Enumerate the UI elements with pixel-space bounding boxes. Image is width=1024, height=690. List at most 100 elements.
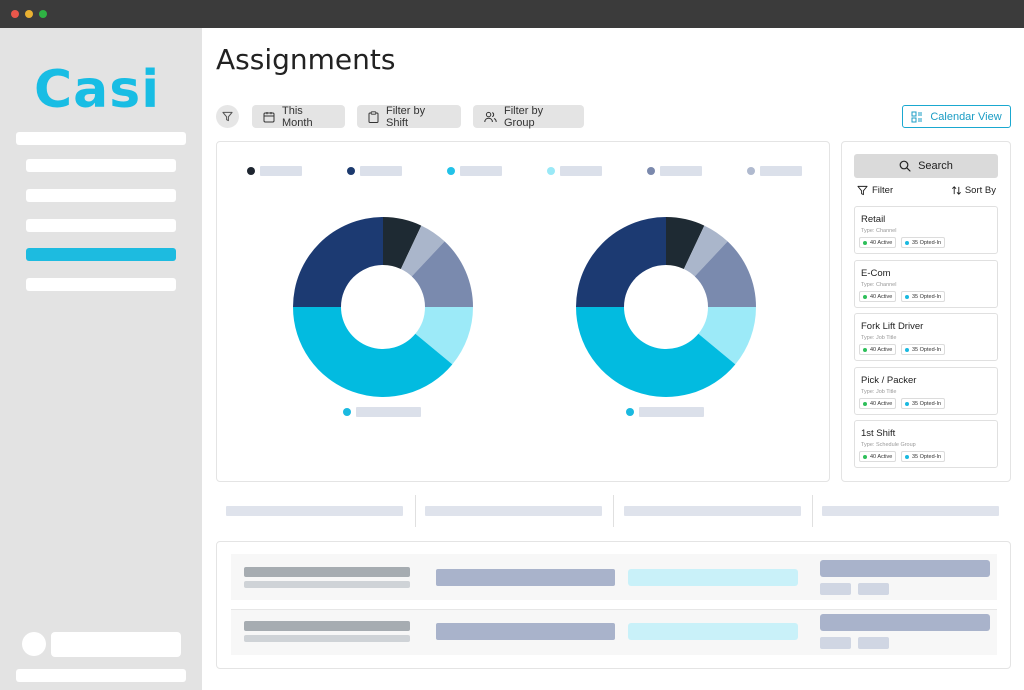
donut-chart-2 — [576, 217, 756, 397]
row-tag-placeholder — [858, 583, 889, 595]
group-type: Type: Schedule Group — [861, 442, 916, 448]
filter-toggle-button[interactable] — [216, 105, 239, 128]
active-badge: 40 Active — [859, 344, 897, 355]
opted-dot — [905, 294, 909, 299]
stat-placeholder-1 — [226, 506, 403, 516]
search-icon — [899, 160, 911, 172]
row-col4-placeholder — [820, 560, 990, 577]
filter-by-group-button[interactable]: Filter by Group — [473, 104, 584, 129]
donut-segment-2 — [400, 225, 445, 277]
sidebar-item-4[interactable] — [26, 219, 176, 232]
sidebar-footer-bar[interactable] — [16, 669, 186, 682]
row-col2-placeholder — [436, 569, 615, 586]
donut-segment-2 — [683, 225, 728, 277]
active-count: 40 Active — [870, 400, 893, 407]
search-button[interactable]: Search — [854, 154, 998, 178]
legend-label-bar — [260, 166, 302, 176]
active-dot — [863, 294, 867, 299]
group-title: 1st Shift — [861, 428, 896, 439]
maximize-window-button[interactable] — [39, 10, 47, 18]
row-name-placeholder — [244, 621, 410, 631]
panel-filter-button[interactable]: Filter — [857, 185, 893, 196]
sort-by-button[interactable]: Sort By — [951, 185, 996, 196]
legend-label-bar — [560, 166, 602, 176]
calendar-view-button[interactable]: Calendar View — [902, 105, 1011, 128]
page-title: Assignments — [216, 43, 396, 76]
group-title: Pick / Packer — [861, 375, 917, 386]
filter-by-group-label: Filter by Group — [504, 104, 544, 129]
clipboard-icon — [368, 110, 379, 123]
stat-divider — [812, 495, 813, 527]
donut-chart-1 — [293, 217, 473, 397]
row-name-placeholder — [244, 567, 410, 577]
filter-icon — [222, 111, 233, 122]
table-row[interactable] — [231, 554, 997, 600]
group-card-pick-packer[interactable]: Pick / Packer Type: Job Title 40 Active … — [854, 367, 998, 415]
sidebar-item-active[interactable] — [26, 248, 176, 261]
active-count: 40 Active — [870, 453, 893, 460]
legend-label-bar — [360, 166, 402, 176]
filter-icon — [857, 185, 868, 196]
casi-logo: Casi — [34, 60, 161, 120]
opted-in-count: 35 Opted-In — [912, 239, 942, 246]
active-dot — [863, 347, 867, 352]
donut-segment-4 — [415, 307, 473, 365]
table-row[interactable] — [231, 609, 997, 655]
window-titlebar — [0, 0, 1024, 28]
sidebar-item-6[interactable] — [26, 278, 176, 291]
opted-dot — [905, 347, 909, 352]
opted-in-badge: 35 Opted-In — [901, 237, 946, 248]
active-badge: 40 Active — [859, 237, 897, 248]
avatar[interactable] — [22, 632, 46, 656]
search-label: Search — [918, 160, 953, 172]
close-window-button[interactable] — [11, 10, 19, 18]
stat-placeholder-4 — [822, 506, 999, 516]
active-dot — [863, 240, 867, 245]
groups-panel: Search Filter Sort By Retail Type: Chann… — [841, 141, 1011, 482]
donut-2-legend-bar — [639, 407, 704, 417]
sidebar-item-1[interactable] — [16, 132, 186, 145]
legend-dot — [247, 167, 255, 175]
row-tag-placeholder — [820, 583, 851, 595]
donut-segment-6 — [576, 217, 666, 307]
group-card-ecom[interactable]: E-Com Type: Channel 40 Active 35 Opted-I… — [854, 260, 998, 308]
charts-card — [216, 141, 830, 482]
filter-by-shift-button[interactable]: Filter by Shift — [357, 104, 461, 129]
row-sub-placeholder — [244, 635, 410, 642]
group-type: Type: Channel — [861, 228, 897, 234]
donut-segment-6 — [293, 217, 383, 307]
calendar-grid-icon — [911, 111, 923, 122]
stat-placeholder-3 — [624, 506, 801, 516]
active-count: 40 Active — [870, 346, 893, 353]
opted-in-badge: 35 Opted-In — [901, 451, 946, 462]
row-sub-placeholder — [244, 581, 410, 588]
this-month-label: This Month — [282, 104, 313, 129]
filter-by-shift-label: Filter by Shift — [386, 104, 426, 129]
legend-label-bar — [660, 166, 702, 176]
group-card-retail[interactable]: Retail Type: Channel 40 Active 35 Opted-… — [854, 206, 998, 254]
active-badge: 40 Active — [859, 451, 897, 462]
this-month-button[interactable]: This Month — [252, 104, 345, 129]
sidebar-item-2[interactable] — [26, 159, 176, 172]
active-dot — [863, 401, 867, 406]
group-card-1st-shift[interactable]: 1st Shift Type: Schedule Group 40 Active… — [854, 420, 998, 468]
sort-label: Sort By — [964, 185, 996, 196]
donut-segment-5 — [576, 307, 736, 397]
stat-divider — [613, 495, 614, 527]
stat-divider — [415, 495, 416, 527]
user-name-bar[interactable] — [51, 632, 181, 657]
donut-2-legend-dot — [626, 408, 634, 416]
calendar-view-label: Calendar View — [930, 110, 1002, 123]
group-card-fork-lift-driver[interactable]: Fork Lift Driver Type: Job Title 40 Acti… — [854, 313, 998, 361]
legend-dot — [347, 167, 355, 175]
group-type: Type: Job Title — [861, 335, 897, 341]
minimize-window-button[interactable] — [25, 10, 33, 18]
group-title: E-Com — [861, 268, 891, 279]
legend-dot — [447, 167, 455, 175]
active-dot — [863, 454, 867, 459]
opted-in-badge: 35 Opted-In — [901, 291, 946, 302]
calendar-icon — [263, 111, 275, 122]
opted-in-count: 35 Opted-In — [912, 293, 942, 300]
sidebar-item-3[interactable] — [26, 189, 176, 202]
